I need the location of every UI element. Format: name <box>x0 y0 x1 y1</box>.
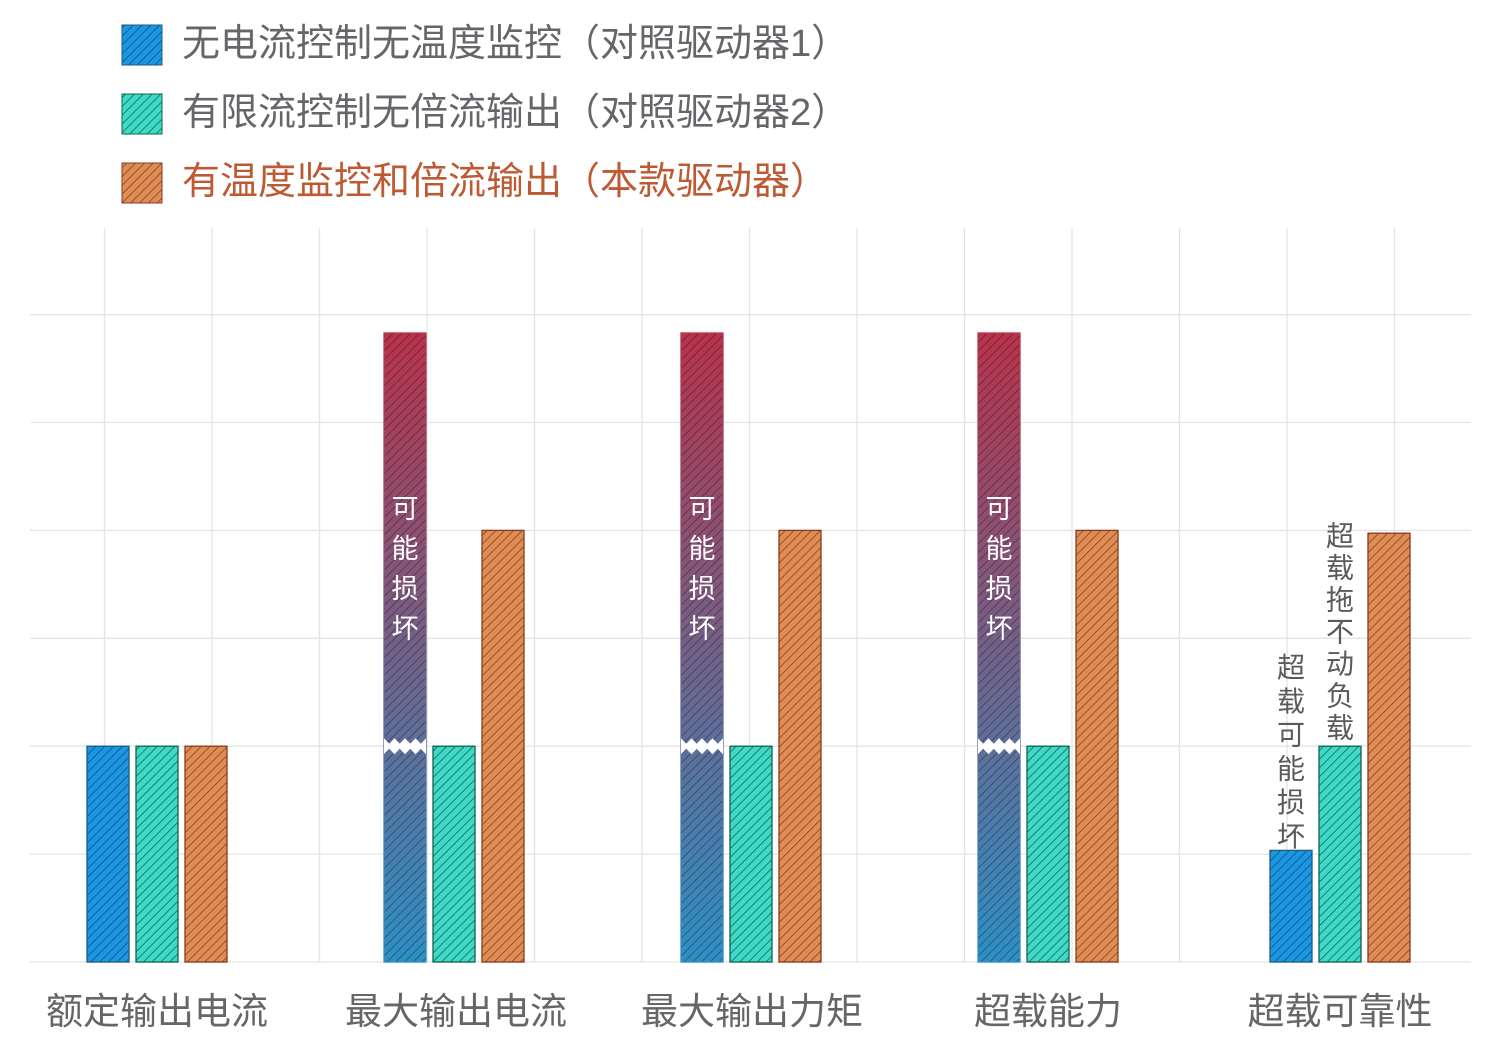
svg-text:坏: 坏 <box>392 614 419 644</box>
svg-text:能: 能 <box>1277 753 1305 784</box>
svg-text:能: 能 <box>392 534 419 564</box>
svg-text:坏: 坏 <box>1277 821 1305 852</box>
svg-text:有温度监控和倍流输出（本款驱动器）: 有温度监控和倍流输出（本款驱动器） <box>182 161 828 203</box>
svg-text:可: 可 <box>392 494 419 524</box>
svg-text:拖: 拖 <box>1326 585 1354 616</box>
svg-text:载: 载 <box>1277 686 1305 717</box>
svg-text:损: 损 <box>1277 787 1305 818</box>
svg-text:额定输出电流: 额定输出电流 <box>46 991 268 1032</box>
svg-text:有限流控制无倍流输出（对照驱动器2）: 有限流控制无倍流输出（对照驱动器2） <box>182 92 849 134</box>
svg-text:载: 载 <box>1326 713 1354 744</box>
svg-text:损: 损 <box>689 574 716 604</box>
svg-text:损: 损 <box>392 574 419 604</box>
svg-text:无电流控制无温度监控（对照驱动器1）: 无电流控制无温度监控（对照驱动器1） <box>182 23 849 65</box>
svg-text:可: 可 <box>689 494 716 524</box>
svg-text:超: 超 <box>1277 652 1305 683</box>
svg-text:不: 不 <box>1326 617 1354 648</box>
svg-text:损: 损 <box>986 574 1013 604</box>
svg-text:坏: 坏 <box>689 614 716 644</box>
svg-text:载: 载 <box>1326 553 1354 584</box>
svg-text:能: 能 <box>986 534 1013 564</box>
svg-text:最大输出力矩: 最大输出力矩 <box>641 991 863 1032</box>
svg-text:坏: 坏 <box>986 614 1013 644</box>
svg-text:超: 超 <box>1326 521 1354 552</box>
svg-text:超载可靠性: 超载可靠性 <box>1248 991 1433 1032</box>
svg-text:最大输出电流: 最大输出电流 <box>345 991 567 1032</box>
svg-text:可: 可 <box>1277 720 1305 751</box>
svg-text:能: 能 <box>689 534 716 564</box>
svg-text:可: 可 <box>986 494 1013 524</box>
svg-text:动: 动 <box>1326 649 1354 680</box>
svg-text:超载能力: 超载能力 <box>974 991 1122 1032</box>
svg-text:负: 负 <box>1326 681 1354 712</box>
